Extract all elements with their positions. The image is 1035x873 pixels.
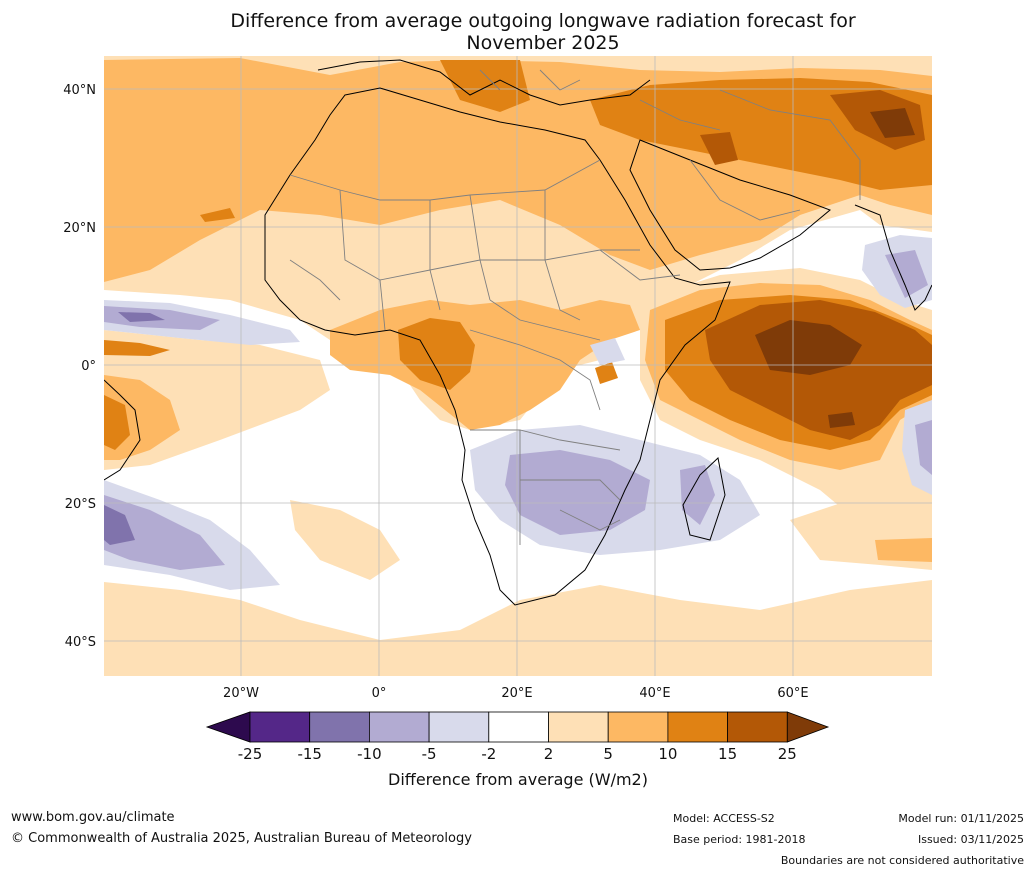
lon-label-60e: 60°E bbox=[777, 686, 808, 701]
footer-model: Model: ACCESS-S2 bbox=[673, 812, 775, 825]
anomaly-light-orange-southwest bbox=[104, 580, 932, 676]
colorbar-tick-n5: -5 bbox=[422, 745, 437, 763]
anomaly-negative-bands bbox=[104, 235, 932, 590]
colorbar-swatch-n15-n10 bbox=[309, 711, 370, 743]
colorbar-tick-labels: -25 -15 -10 -5 -2 2 5 10 15 25 bbox=[238, 745, 797, 763]
anomaly-lilac-southern-africa bbox=[505, 450, 650, 535]
anomaly-band-above-25 bbox=[755, 108, 915, 428]
anomaly-dark-orange-mediterranean bbox=[440, 60, 530, 112]
map-area bbox=[104, 56, 932, 676]
anomaly-purple-south-atlantic bbox=[104, 505, 135, 545]
anomaly-darkest-indian bbox=[755, 320, 862, 375]
lon-label-20e: 20°E bbox=[501, 686, 532, 701]
anomaly-lilac-india bbox=[885, 250, 928, 298]
colorbar-swatch-n2-2 bbox=[488, 711, 549, 743]
colorbar-swatch-p2-5 bbox=[548, 711, 609, 743]
anomaly-darkest-iran bbox=[870, 108, 915, 138]
anomaly-pale-purple-east-africa bbox=[590, 338, 625, 365]
anomaly-light-orange-south-atlantic bbox=[290, 500, 400, 580]
colorbar-title: Difference from average (W/m2) bbox=[388, 770, 648, 789]
lon-label-20w: 20°W bbox=[223, 686, 259, 701]
colorbar-swatch-p10-15 bbox=[667, 711, 729, 743]
map-title: Difference from average outgoing longwav… bbox=[100, 10, 986, 54]
colorbar-tick-p2: 2 bbox=[544, 745, 554, 763]
anomaly-lilac-madagascar bbox=[680, 465, 715, 525]
coastline-south-america bbox=[104, 379, 141, 481]
anomaly-lilac-east-indian bbox=[915, 420, 932, 475]
anomaly-dark-orange-gulf-guinea bbox=[398, 318, 475, 390]
anomaly-orange-se-patch bbox=[875, 538, 932, 562]
lat-label-0: 0° bbox=[81, 359, 96, 374]
anomaly-darkest-small bbox=[828, 412, 855, 428]
colorbar-tick-n2: -2 bbox=[481, 745, 496, 763]
lat-label-40n: 40°N bbox=[63, 83, 96, 98]
title-line-1: Difference from average outgoing longwav… bbox=[230, 10, 856, 32]
colorbar-tick-p5: 5 bbox=[603, 745, 613, 763]
longitude-labels: 20°W 0° 20°E 40°E 60°E bbox=[223, 686, 809, 701]
anomaly-dark-orange-atlantic-strip bbox=[200, 208, 235, 222]
footer-disclaimer: Boundaries are not considered authoritat… bbox=[780, 854, 1024, 867]
colorbar-tick-n15: -15 bbox=[297, 745, 322, 763]
colorbar bbox=[205, 711, 830, 743]
colorbar-swatch-p5-10 bbox=[607, 711, 669, 743]
footer-base-period: Base period: 1981-2018 bbox=[673, 833, 806, 846]
anomaly-dark-orange-atlantic-eq bbox=[104, 340, 170, 356]
footer-model-run: Model run: 01/11/2025 bbox=[898, 812, 1024, 825]
coastline-europe bbox=[317, 59, 651, 106]
anomaly-dark-orange-lake-victoria bbox=[595, 362, 618, 384]
colorbar-swatch-p15-25 bbox=[727, 711, 788, 743]
footer-website[interactable]: www.bom.gov.au/climate bbox=[11, 810, 175, 825]
colorbar-swatch-n5-n2 bbox=[428, 711, 490, 743]
anomaly-brown-persian bbox=[700, 132, 738, 165]
lon-label-0: 0° bbox=[372, 686, 387, 701]
colorbar-tick-p10: 10 bbox=[658, 745, 677, 763]
colorbar-swatch-n25-n15 bbox=[249, 711, 311, 743]
colorbar-tick-n25: -25 bbox=[238, 745, 263, 763]
footer-issued: Issued: 03/11/2025 bbox=[917, 833, 1024, 846]
colorbar-swatch-n10-n5 bbox=[368, 711, 430, 743]
lat-label-40s: 40°S bbox=[65, 635, 96, 650]
colorbar-tick-p25: 25 bbox=[778, 745, 797, 763]
lat-label-20n: 20°N bbox=[63, 221, 96, 236]
coastline-india bbox=[854, 204, 932, 311]
anomaly-lilac-south-atlantic bbox=[104, 495, 225, 570]
anomaly-dark-orange-west-africa-coast bbox=[104, 395, 130, 450]
title-line-2: November 2025 bbox=[466, 32, 620, 54]
colorbar-tick-p15: 15 bbox=[718, 745, 737, 763]
coastline-arabia bbox=[629, 139, 831, 271]
colorbar-arrow-min bbox=[205, 711, 251, 743]
anomaly-lilac-atlantic-itcz bbox=[104, 306, 220, 330]
anomaly-purple-atlantic-itcz bbox=[118, 312, 165, 322]
lat-label-20s: 20°S bbox=[65, 497, 96, 512]
country-borders bbox=[289, 69, 861, 545]
colorbar-tick-n10: -10 bbox=[357, 745, 382, 763]
coastline-madagascar bbox=[682, 457, 726, 541]
footer-copyright: © Commonwealth of Australia 2025, Austra… bbox=[11, 831, 472, 846]
colorbar-arrow-max bbox=[786, 711, 830, 743]
latitude-labels: 40°N 20°N 0° 20°S 40°S bbox=[63, 83, 96, 650]
lon-label-40e: 40°E bbox=[639, 686, 670, 701]
